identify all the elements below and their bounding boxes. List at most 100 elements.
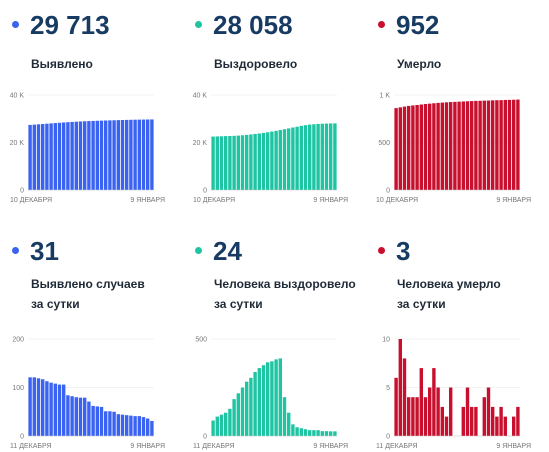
bar (53, 123, 57, 190)
bar (457, 101, 461, 190)
bar (465, 101, 470, 190)
bar (495, 100, 499, 190)
bar (224, 136, 228, 190)
bar (66, 395, 70, 436)
bar (232, 399, 236, 436)
stat-panel: 952 Умерло 0 500 1 K 10 ДЕКАБРЯ 9 ЯНВАРЯ (366, 0, 549, 226)
bar (261, 132, 266, 190)
bar (278, 358, 282, 436)
bar (45, 381, 49, 436)
x-tick-label: 9 ЯНВАРЯ (496, 197, 531, 204)
x-tick-label: 10 ДЕКАБРЯ (10, 197, 52, 204)
bar (57, 384, 62, 436)
bar (407, 105, 411, 190)
bar (428, 387, 432, 436)
bar (432, 368, 436, 436)
stat-number: 29 713 (30, 10, 110, 40)
bar (444, 102, 449, 190)
bar (495, 416, 499, 436)
bar (228, 135, 232, 190)
bar (78, 121, 83, 190)
bar (512, 416, 516, 436)
bar (274, 130, 278, 190)
bar (499, 100, 503, 190)
bar (299, 428, 303, 436)
x-tick-label: 9 ЯНВАРЯ (313, 197, 348, 204)
bar (129, 415, 133, 436)
bar (49, 123, 53, 190)
bar (70, 396, 74, 436)
stat-label-line: за сутки (214, 297, 263, 311)
bar (49, 382, 53, 436)
bar (91, 405, 95, 436)
bar (295, 126, 299, 190)
bar (236, 135, 240, 190)
bar (295, 427, 299, 436)
stat-value: 29 713 (12, 10, 110, 41)
y-tick-label: 500 (195, 337, 207, 344)
y-tick-label: 40 K (193, 93, 208, 100)
bar (240, 135, 245, 190)
stat-number: 31 (30, 236, 59, 266)
bar (253, 371, 257, 436)
series-dot-icon (195, 20, 202, 28)
bar (224, 412, 228, 436)
bar (87, 121, 91, 190)
bar (95, 120, 99, 190)
bar (394, 108, 398, 190)
bar (491, 100, 495, 190)
stat-panel: 28 058 Выздоровело 0 20 K 40 K 10 ДЕКАБРЯ 9 ЯН… (183, 0, 366, 226)
bar (270, 131, 274, 190)
bar (274, 359, 278, 436)
bar-chart: 0 500 1 K 10 ДЕКАБРЯ 9 ЯНВАРЯ (376, 93, 531, 205)
bar (308, 430, 312, 436)
stat-label: Выявлено (31, 54, 93, 74)
bar (312, 430, 316, 436)
bar (150, 420, 154, 436)
bar (240, 387, 245, 436)
bar (512, 99, 516, 190)
stat-label: Выздоровело (214, 54, 297, 74)
bar (282, 129, 287, 190)
x-tick-label: 11 ДЕКАБРЯ (376, 443, 418, 450)
bar (398, 107, 402, 190)
x-tick-label: 9 ЯНВАРЯ (130, 443, 165, 450)
bar (440, 406, 444, 436)
bar (133, 119, 137, 190)
bar (146, 119, 150, 190)
bar (503, 99, 507, 190)
bar (499, 406, 503, 436)
y-tick-label: 20 K (193, 140, 208, 147)
bar (99, 120, 104, 190)
bar (62, 384, 66, 436)
bar (436, 102, 440, 190)
bar (507, 99, 512, 190)
y-tick-label: 1 K (379, 93, 390, 100)
y-tick-label: 100 (12, 385, 24, 392)
bar (215, 136, 219, 190)
bar (320, 123, 324, 190)
y-tick-label: 0 (203, 434, 207, 441)
stat-label-line: Человека выздоровело (214, 277, 356, 291)
bar (449, 102, 453, 190)
series-dot-icon (378, 20, 385, 28)
bar (266, 132, 270, 190)
bar (415, 104, 419, 190)
series-dot-icon (378, 246, 385, 254)
stat-label: Выявлено случаев за сутки (31, 274, 145, 314)
bar (486, 387, 491, 436)
bar (215, 416, 219, 436)
bar (402, 106, 407, 190)
y-tick-label: 0 (20, 188, 24, 195)
bar (291, 424, 295, 436)
bar (324, 431, 329, 436)
bar (516, 406, 520, 436)
bar (211, 420, 215, 436)
stat-panel: 24 Человека выздоровело за сутки 0 500 11 ДЕК… (183, 226, 366, 452)
x-tick-label: 11 ДЕКАБРЯ (10, 443, 52, 450)
bar (291, 127, 295, 190)
stat-value: 24 (195, 236, 242, 267)
bar (470, 101, 474, 190)
bar (303, 125, 308, 190)
bar (57, 122, 62, 190)
